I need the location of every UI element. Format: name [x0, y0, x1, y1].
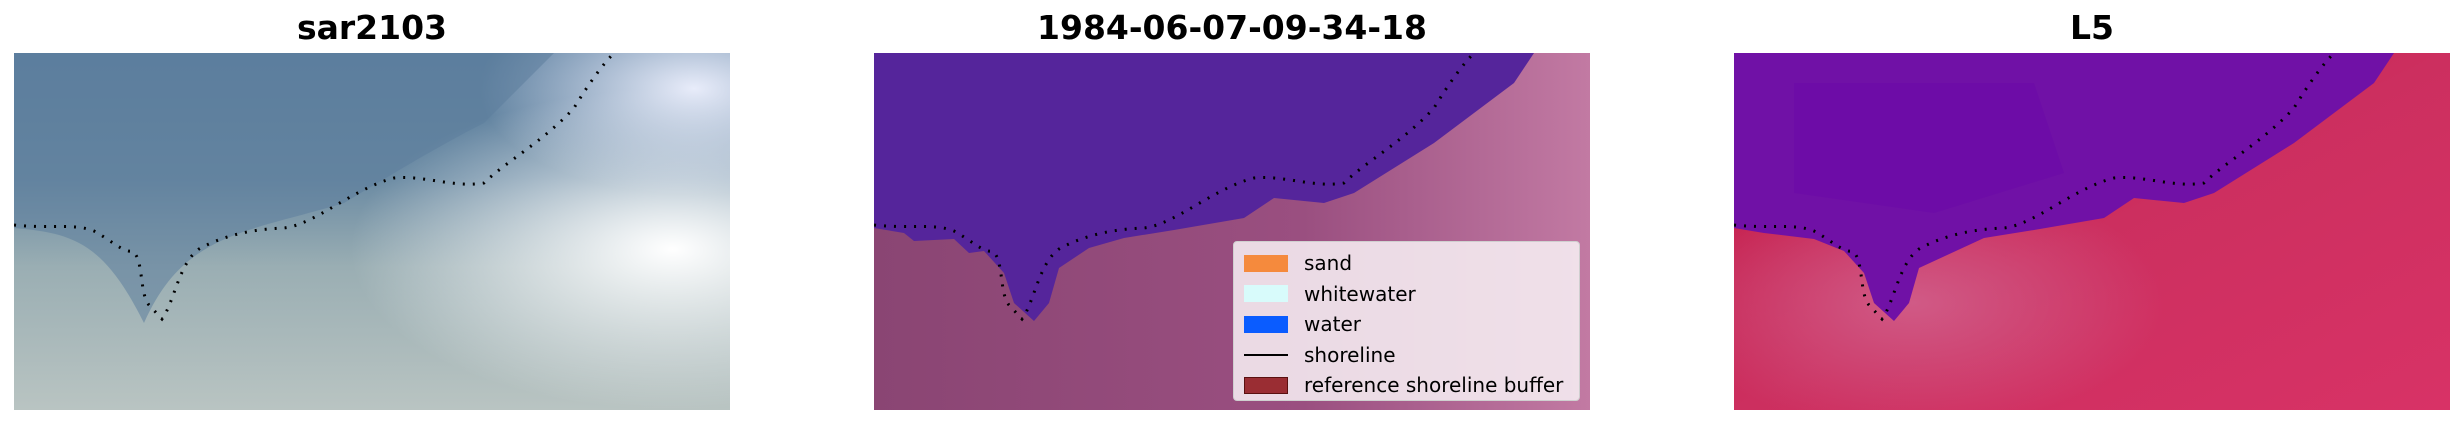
legend-swatch-sand — [1244, 254, 1288, 272]
legend-label-shoreline: shoreline — [1304, 342, 1396, 367]
panel-title-l5: L5 — [2070, 8, 2114, 47]
legend-swatch-shoreline — [1244, 353, 1288, 356]
legend-label-water: water — [1304, 312, 1361, 337]
panel-title-rgb: sar2103 — [296, 8, 448, 47]
rgb-image — [14, 53, 730, 410]
legend-item-shoreline: shoreline — [1244, 340, 1569, 371]
legend-swatch-whitewater — [1244, 285, 1288, 303]
panel-title-date: 1984-06-07-09-34-18 — [1037, 8, 1427, 47]
legend-label-reference-buffer: reference shoreline buffer — [1304, 373, 1564, 398]
legend-swatch-reference-buffer — [1244, 376, 1288, 394]
rgb-image-svg — [14, 53, 730, 410]
legend-item-water: water — [1244, 309, 1569, 340]
index-image — [1734, 53, 2450, 410]
legend-label-whitewater: whitewater — [1304, 281, 1416, 306]
panel-rgb: sar2103 — [14, 0, 730, 425]
panel-index: L5 — [1734, 0, 2450, 425]
legend-item-whitewater: whitewater — [1244, 279, 1569, 310]
legend-swatch-water — [1244, 315, 1288, 333]
legend-label-sand: sand — [1304, 251, 1353, 276]
index-image-svg — [1734, 53, 2450, 410]
legend: sand whitewater water shoreline referenc… — [1233, 241, 1580, 401]
legend-item-sand: sand — [1244, 248, 1569, 279]
legend-item-reference-buffer: reference shoreline buffer — [1244, 370, 1569, 401]
